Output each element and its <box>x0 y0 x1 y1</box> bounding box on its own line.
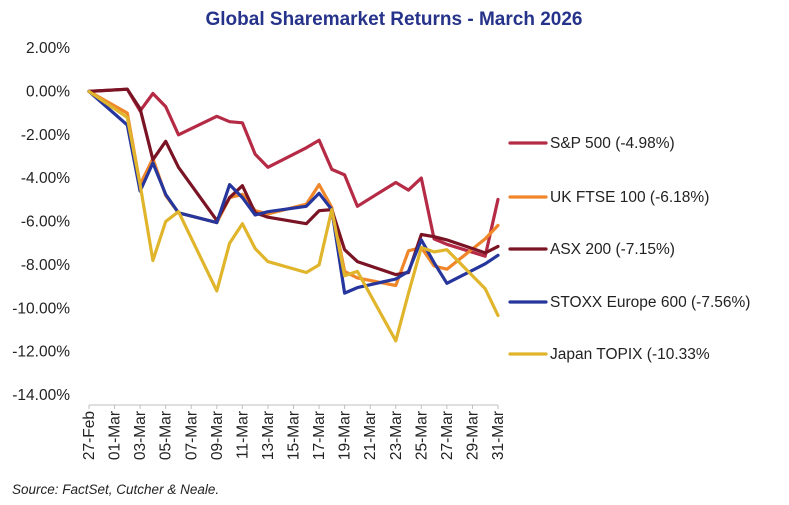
y-tick-label: -6.00% <box>21 214 70 231</box>
series-lines <box>87 87 500 343</box>
x-tick-label: 09-Mar <box>209 411 226 460</box>
series-line <box>87 89 500 295</box>
y-tick-label: -8.00% <box>21 257 70 274</box>
series-line <box>87 87 500 258</box>
x-tick-label: 21-Mar <box>362 411 379 460</box>
x-tick-label: 05-Mar <box>158 411 175 460</box>
source-note: Source: FactSet, Cutcher & Neale. <box>12 482 219 497</box>
legend: S&P 500 (-4.98%) UK FTSE 100 (-6.18%) ASX … <box>508 135 750 363</box>
chart-title: Global Sharemarket Returns - March 2026 <box>206 9 583 30</box>
x-tick-label: 15-Mar <box>286 411 303 460</box>
legend-label: UK FTSE 100 (-6.18%) <box>550 189 709 206</box>
series-line <box>87 87 500 277</box>
x-tick-label: 17-Mar <box>311 411 328 460</box>
y-tick-label: -2.00% <box>21 127 70 144</box>
y-axis: 2.00% 0.00% -2.00% -4.00% -6.00% -8.00% -10.00… <box>12 40 70 404</box>
x-axis: 27-Feb 01-Mar 03-Mar 05-Mar 07-Mar 09-Mar 11-M… <box>81 405 507 460</box>
y-tick-label: 0.00% <box>26 83 70 100</box>
x-tick-label: 29-Mar <box>464 411 481 460</box>
x-tick-label: 25-Mar <box>413 411 430 460</box>
x-tick-label: 01-Mar <box>107 411 124 460</box>
legend-label: Japan TOPIX (-10.33% <box>550 346 710 363</box>
x-tick-label: 23-Mar <box>388 411 405 460</box>
y-tick-label: -12.00% <box>12 344 70 361</box>
x-tick-label: 07-Mar <box>183 411 200 460</box>
legend-label: ASX 200 (-7.15%) <box>550 241 675 258</box>
y-tick-label: -4.00% <box>21 170 70 187</box>
legend-label: STOXX Europe 600 (-7.56%) <box>550 294 750 311</box>
series-line <box>87 89 500 288</box>
y-tick-label: 2.00% <box>26 40 70 57</box>
x-tick-label: 27-Mar <box>439 411 456 460</box>
x-tick-label: 27-Feb <box>81 411 98 460</box>
x-tick-label: 19-Mar <box>337 411 354 460</box>
x-tick-label: 13-Mar <box>260 411 277 460</box>
y-tick-label: -14.00% <box>12 387 70 404</box>
x-tick-label: 11-Mar <box>234 411 251 459</box>
x-tick-label: 31-Mar <box>490 411 507 460</box>
x-tick-label: 03-Mar <box>132 411 149 460</box>
legend-label: S&P 500 (-4.98%) <box>550 135 675 152</box>
series-line <box>87 89 500 343</box>
y-tick-label: -10.00% <box>12 300 70 317</box>
